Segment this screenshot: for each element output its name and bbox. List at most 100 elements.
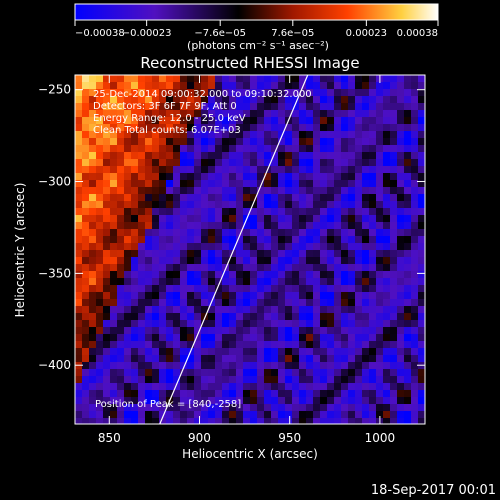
heatmap-cell <box>250 131 258 139</box>
heatmap-cell <box>180 180 188 188</box>
heatmap-cell <box>166 355 174 363</box>
heatmap-cell <box>236 187 244 195</box>
heatmap-cell <box>348 201 356 209</box>
heatmap-cell <box>222 299 230 307</box>
heatmap-cell <box>383 404 391 412</box>
heatmap-cell <box>131 376 139 384</box>
heatmap-cell <box>306 334 314 342</box>
heatmap-cell <box>299 243 307 251</box>
heatmap-cell <box>348 341 356 349</box>
heatmap-cell <box>383 264 391 272</box>
heatmap-cell <box>180 166 188 174</box>
heatmap-cell <box>131 166 139 174</box>
heatmap-cell <box>271 264 279 272</box>
heatmap-cell <box>173 89 181 97</box>
heatmap-cell <box>236 397 244 405</box>
heatmap-cell <box>187 250 195 258</box>
heatmap-cell <box>180 215 188 223</box>
heatmap-cell <box>138 103 146 111</box>
heatmap-cell <box>180 187 188 195</box>
heatmap-cell <box>334 250 342 258</box>
heatmap-cell <box>82 208 90 216</box>
heatmap-cell <box>250 243 258 251</box>
heatmap-cell <box>173 369 181 377</box>
heatmap-cell <box>152 82 160 90</box>
heatmap-cell <box>334 404 342 412</box>
heatmap-cell <box>348 152 356 160</box>
heatmap-cell <box>131 264 139 272</box>
heatmap-cell <box>124 82 132 90</box>
heatmap-cell <box>89 271 97 279</box>
heatmap-cell <box>229 152 237 160</box>
heatmap-cell <box>250 257 258 265</box>
heatmap-cell <box>194 411 202 419</box>
heatmap-cell <box>355 145 363 153</box>
heatmap-cell <box>299 313 307 321</box>
heatmap-cell <box>243 390 251 398</box>
heatmap-cell <box>313 138 321 146</box>
heatmap-cell <box>201 397 209 405</box>
heatmap-cell <box>201 180 209 188</box>
heatmap-cell <box>82 376 90 384</box>
heatmap-cell <box>334 110 342 118</box>
heatmap-cell <box>229 369 237 377</box>
heatmap-cell <box>257 285 265 293</box>
heatmap-cell <box>89 334 97 342</box>
heatmap-cell <box>222 369 230 377</box>
y-tick-label: −250 <box>38 83 71 97</box>
heatmap-cell <box>208 355 216 363</box>
heatmap-cell <box>145 124 153 132</box>
heatmap-cell <box>285 292 293 300</box>
heatmap-cell <box>299 383 307 391</box>
heatmap-cell <box>250 215 258 223</box>
heatmap-cell <box>145 348 153 356</box>
heatmap-cell <box>243 355 251 363</box>
heatmap-cell <box>299 215 307 223</box>
heatmap-cell <box>404 404 412 412</box>
heatmap-cell <box>124 124 132 132</box>
heatmap-cell <box>110 404 118 412</box>
heatmap-cell <box>138 208 146 216</box>
heatmap-cell <box>334 117 342 125</box>
heatmap-cell <box>180 355 188 363</box>
heatmap-cell <box>110 369 118 377</box>
heatmap-cell <box>320 243 328 251</box>
heatmap-cell <box>131 215 139 223</box>
heatmap-cell <box>187 152 195 160</box>
heatmap-cell <box>257 369 265 377</box>
heatmap-cell <box>222 159 230 167</box>
heatmap-cell <box>117 103 125 111</box>
heatmap-cell <box>376 341 384 349</box>
heatmap-cell <box>390 397 398 405</box>
heatmap-cell <box>355 376 363 384</box>
heatmap-cell <box>145 152 153 160</box>
heatmap-cell <box>264 306 272 314</box>
heatmap-cell <box>285 243 293 251</box>
heatmap-cell <box>110 89 118 97</box>
heatmap-cell <box>75 404 83 412</box>
heatmap-cell <box>89 285 97 293</box>
heatmap-cell <box>313 320 321 328</box>
heatmap-cell <box>404 173 412 181</box>
heatmap-cell <box>180 292 188 300</box>
heatmap-cell <box>348 75 356 83</box>
heatmap-cell <box>390 250 398 258</box>
heatmap-cell <box>236 208 244 216</box>
heatmap-cell <box>173 418 181 424</box>
heatmap-cell <box>306 376 314 384</box>
heatmap-cell <box>145 187 153 195</box>
heatmap-cell <box>285 264 293 272</box>
heatmap-cell <box>250 418 258 424</box>
heatmap-cell <box>236 166 244 174</box>
heatmap-cell <box>138 264 146 272</box>
heatmap-cell <box>117 124 125 132</box>
heatmap-cell <box>166 124 174 132</box>
heatmap-cell <box>103 390 111 398</box>
heatmap-cell <box>285 89 293 97</box>
heatmap-cell <box>208 75 216 83</box>
heatmap-cell <box>145 89 153 97</box>
heatmap-cell <box>152 271 160 279</box>
heatmap-cell <box>397 229 405 237</box>
heatmap-cell <box>194 173 202 181</box>
heatmap-cell <box>117 271 125 279</box>
